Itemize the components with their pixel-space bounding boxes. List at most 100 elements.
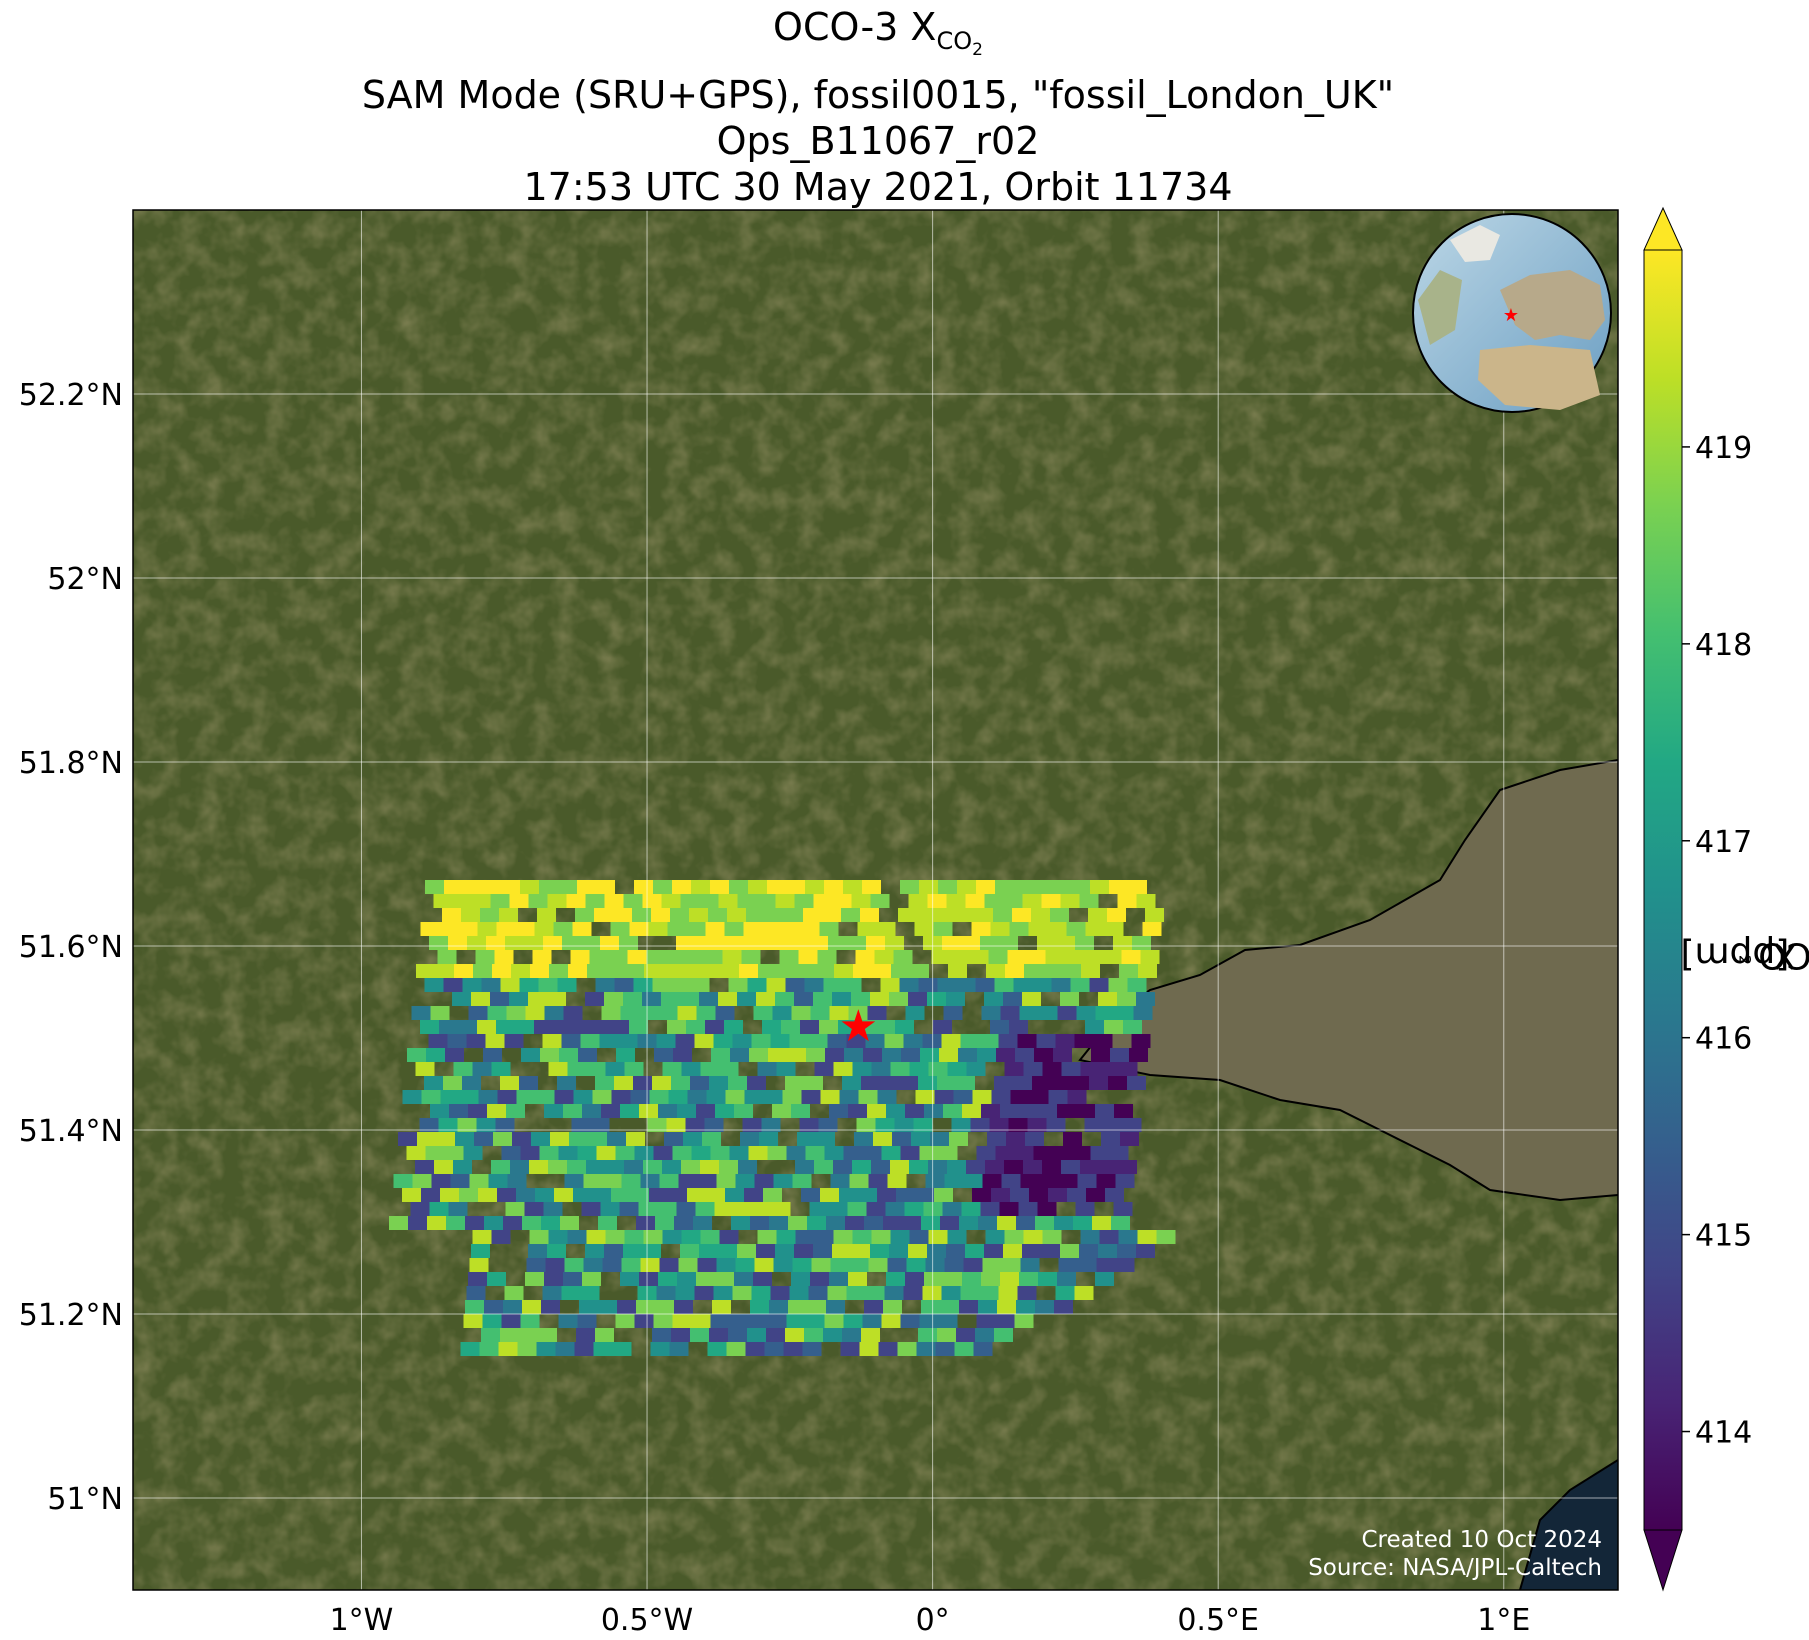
xco2-sounding	[751, 1286, 771, 1300]
xco2-sounding	[591, 1020, 610, 1034]
xco2-sounding	[512, 1132, 531, 1146]
xco2-sounding	[487, 1006, 507, 1020]
xco2-sounding	[1052, 880, 1071, 894]
xco2-sounding	[676, 1202, 696, 1216]
xco2-sounding	[1067, 1188, 1086, 1202]
xco2-sounding	[411, 1006, 431, 1020]
xco2-sounding	[834, 964, 853, 978]
latitude-tick-label: 51.2°N	[19, 1298, 123, 1333]
xco2-sounding	[407, 1048, 426, 1062]
xco2-sounding	[548, 1062, 568, 1076]
xco2-sounding	[1079, 1244, 1098, 1258]
xco2-sounding	[640, 1258, 660, 1272]
xco2-sounding	[719, 1160, 738, 1174]
xco2-sounding	[739, 964, 758, 978]
xco2-sounding	[520, 1146, 540, 1160]
xco2-sounding	[710, 1146, 730, 1160]
xco2-sounding	[1004, 1160, 1023, 1174]
xco2-sounding	[852, 1160, 871, 1174]
xco2-sounding	[516, 1188, 535, 1202]
xco2-sounding	[733, 1202, 753, 1216]
xco2-sounding	[814, 1160, 833, 1174]
xco2-sounding	[716, 1174, 736, 1188]
xco2-sounding	[979, 1034, 999, 1048]
xco2-sounding	[674, 1216, 693, 1230]
xco2-sounding	[955, 908, 974, 922]
xco2-sounding	[632, 908, 651, 922]
xco2-sounding	[677, 1272, 696, 1286]
xco2-sounding	[655, 1216, 674, 1230]
xco2-sounding	[801, 1188, 820, 1202]
xco2-sounding	[681, 1160, 700, 1174]
xco2-sounding	[897, 1342, 917, 1356]
xco2-sounding	[1098, 992, 1117, 1006]
xco2-sounding	[805, 1314, 825, 1328]
xco2-sounding	[676, 936, 695, 950]
xco2-sounding	[728, 1076, 747, 1090]
xco2-sounding	[558, 1314, 578, 1328]
xco2-sounding	[498, 1342, 518, 1356]
xco2-sounding	[402, 1090, 422, 1104]
xco2-sounding	[636, 1300, 655, 1314]
xco2-sounding	[766, 1328, 785, 1342]
xco2-sounding	[554, 1090, 574, 1104]
xco2-sounding	[884, 1286, 904, 1300]
xco2-sounding	[1017, 1034, 1037, 1048]
xco2-sounding	[389, 1216, 408, 1230]
xco2-sounding	[791, 1104, 810, 1118]
xco2-sounding	[991, 1188, 1010, 1202]
xco2-sounding	[525, 1006, 545, 1020]
xco2-sounding	[776, 1230, 796, 1244]
xco2-sounding	[1142, 922, 1162, 936]
xco2-sounding	[427, 1216, 446, 1230]
xco2-sounding	[987, 1132, 1006, 1146]
xco2-sounding	[624, 1160, 643, 1174]
xco2-sounding	[922, 1034, 942, 1048]
xco2-sounding	[424, 978, 444, 992]
colorbar-tick-label: 418	[1695, 628, 1752, 663]
xco2-sounding	[984, 1244, 1003, 1258]
xco2-sounding	[764, 1342, 784, 1356]
xco2-sounding	[539, 880, 558, 894]
xco2-sounding	[672, 1146, 692, 1160]
xco2-sounding	[729, 1146, 749, 1160]
xco2-sounding	[585, 992, 604, 1006]
xco2-sounding	[620, 1272, 639, 1286]
xco2-sounding	[690, 978, 710, 992]
xco2-sounding	[515, 1020, 534, 1034]
xco2-sounding	[813, 894, 833, 908]
xco2-sounding	[480, 908, 499, 922]
xco2-sounding	[605, 1230, 625, 1244]
xco2-sounding	[763, 1090, 783, 1104]
xco2-sounding	[486, 936, 505, 950]
xco2-sounding	[963, 1174, 983, 1188]
xco2-sounding	[956, 978, 976, 992]
xco2-sounding	[988, 950, 1008, 964]
xco2-sounding	[477, 922, 497, 936]
xco2-sounding	[943, 1104, 962, 1118]
xco2-sounding	[976, 1146, 996, 1160]
colorbar-extend-max	[1643, 206, 1683, 251]
xco2-sounding	[725, 1188, 744, 1202]
xco2-sounding	[705, 922, 725, 936]
xco2-sounding	[1090, 880, 1109, 894]
xco2-sounding	[713, 1286, 733, 1300]
xco2-sounding	[619, 1202, 639, 1216]
xco2-sounding	[648, 922, 668, 936]
xco2-sounding	[1058, 1174, 1078, 1188]
xco2-sounding	[709, 1328, 728, 1342]
xco2-sounding	[708, 908, 727, 922]
xco2-sounding	[651, 908, 670, 922]
xco2-sounding	[499, 908, 518, 922]
xco2-sounding	[1107, 908, 1126, 922]
xco2-sounding	[696, 1006, 716, 1020]
xco2-sounding	[592, 1188, 611, 1202]
xco2-sounding	[1050, 908, 1069, 922]
xco2-sounding	[639, 1006, 659, 1020]
xco2-sounding	[715, 1006, 735, 1020]
xco2-sounding	[781, 922, 801, 936]
xco2-sounding	[474, 1132, 493, 1146]
xco2-sounding	[1061, 1062, 1081, 1076]
xco2-sounding	[629, 1020, 648, 1034]
xco2-sounding	[526, 1258, 546, 1272]
